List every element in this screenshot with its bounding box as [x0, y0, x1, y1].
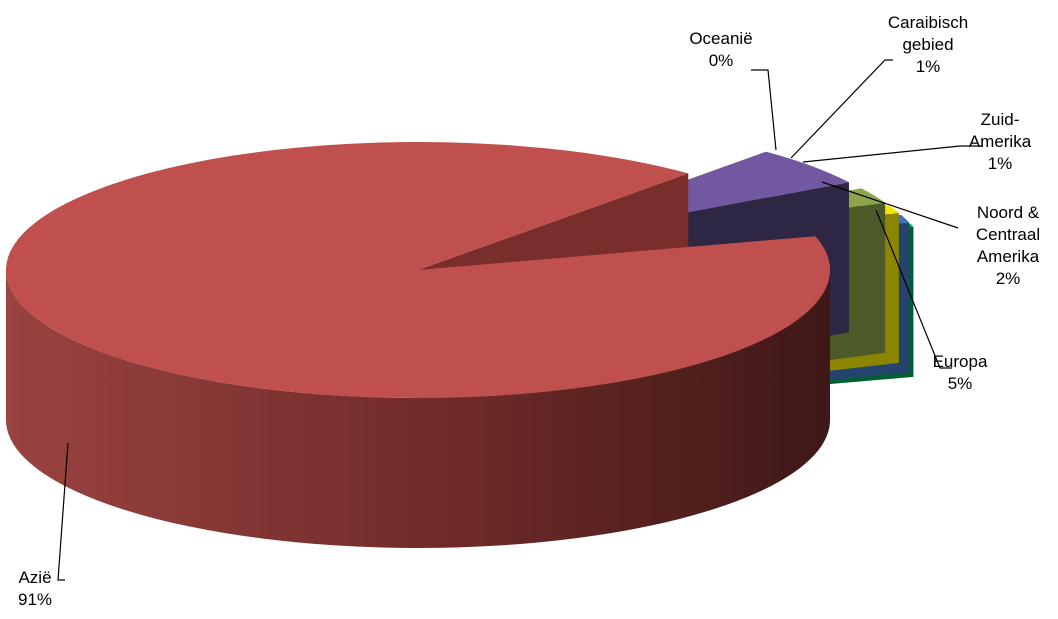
- leader-line-zuid-amerika: [802, 145, 983, 163]
- slice-side: [6, 270, 830, 548]
- data-label-azi: Azië 91%: [18, 568, 52, 609]
- data-label-noord-centraal-amerika: Noord & Centraal Amerika 2%: [976, 203, 1040, 288]
- slice-top: [5, 142, 830, 399]
- data-label-line: Amerika: [977, 247, 1040, 266]
- data-label-line: Azië: [18, 568, 51, 587]
- data-label-line: 1%: [988, 154, 1013, 173]
- data-label-line: Caraibisch: [888, 13, 968, 32]
- data-label-caraibisch-gebied: Caraibisch gebied 1%: [888, 13, 968, 76]
- leader-lines: [57, 59, 983, 581]
- data-label-line: 91%: [18, 590, 52, 609]
- data-label-line: 1%: [916, 57, 941, 76]
- leader-line-noord-centraal-amerika: [821, 181, 959, 229]
- leader-line-oceani: [751, 69, 777, 151]
- data-label-line: Oceanië: [689, 29, 752, 48]
- data-label-line: Amerika: [969, 132, 1032, 151]
- data-label-europa: Europa 5%: [933, 352, 988, 393]
- data-label-line: 5%: [948, 374, 973, 393]
- data-label-line: Europa: [933, 352, 988, 371]
- data-label-line: 0%: [709, 51, 734, 70]
- data-labels: Azië 91% Europa 5% Noord & Centraal Amerika 2% Z…: [18, 13, 1040, 609]
- pie-slice-azi: [5, 142, 830, 548]
- leader-line-europa: [875, 209, 952, 369]
- leader-line-caraibisch-gebied: [790, 59, 893, 159]
- data-label-zuid-amerika: Zuid- Amerika 1%: [969, 110, 1032, 173]
- data-label-oceani: Oceanië 0%: [689, 29, 752, 70]
- leader-line-azi: [57, 442, 69, 581]
- data-label-line: 2%: [996, 269, 1021, 288]
- pie-slices: [5, 142, 914, 548]
- data-label-line: gebied: [902, 35, 953, 54]
- data-label-line: Noord &: [977, 203, 1040, 222]
- data-label-line: Centraal: [976, 225, 1040, 244]
- data-label-line: Zuid-: [981, 110, 1020, 129]
